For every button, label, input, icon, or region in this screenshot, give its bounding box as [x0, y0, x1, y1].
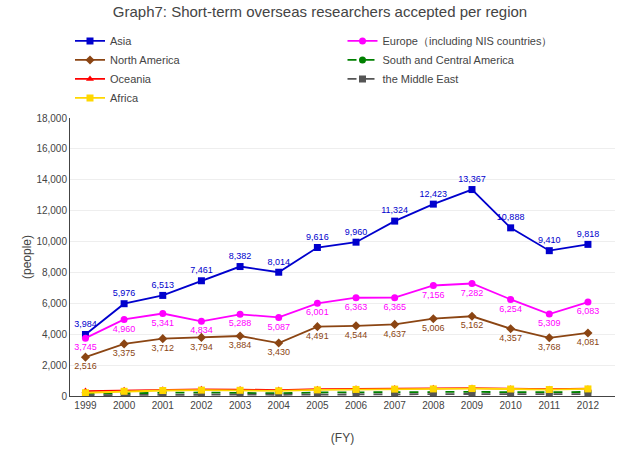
- svg-text:9,960: 9,960: [345, 227, 368, 237]
- svg-text:2006: 2006: [345, 400, 368, 411]
- svg-text:5,006: 5,006: [422, 323, 445, 333]
- svg-text:11,324: 11,324: [381, 205, 408, 215]
- svg-text:10,888: 10,888: [497, 212, 525, 222]
- svg-text:6,000: 6,000: [42, 298, 67, 309]
- svg-text:3,745: 3,745: [74, 342, 97, 352]
- svg-text:13,367: 13,367: [458, 174, 486, 184]
- svg-text:5,288: 5,288: [229, 318, 252, 328]
- svg-text:3,430: 3,430: [267, 347, 290, 357]
- svg-text:4,637: 4,637: [383, 329, 406, 339]
- svg-text:2,516: 2,516: [74, 361, 97, 371]
- svg-text:4,357: 4,357: [499, 333, 522, 343]
- svg-text:3,984: 3,984: [74, 319, 97, 329]
- svg-text:6,513: 6,513: [152, 280, 175, 290]
- svg-text:5,162: 5,162: [461, 320, 484, 330]
- svg-text:4,960: 4,960: [113, 324, 136, 334]
- svg-text:12,423: 12,423: [420, 189, 448, 199]
- svg-text:4,000: 4,000: [42, 329, 67, 340]
- svg-text:7,156: 7,156: [422, 290, 445, 300]
- svg-text:6,083: 6,083: [577, 306, 600, 316]
- svg-text:2001: 2001: [152, 400, 175, 411]
- svg-text:0: 0: [61, 391, 67, 402]
- svg-text:4,834: 4,834: [190, 325, 213, 335]
- svg-text:2,000: 2,000: [42, 360, 67, 371]
- svg-text:1999: 1999: [74, 400, 97, 411]
- svg-text:2005: 2005: [306, 400, 329, 411]
- svg-text:2007: 2007: [384, 400, 407, 411]
- svg-text:2000: 2000: [113, 400, 136, 411]
- svg-text:(people): (people): [20, 235, 34, 279]
- svg-text:2008: 2008: [422, 400, 445, 411]
- svg-text:North America: North America: [110, 54, 181, 66]
- svg-text:3,884: 3,884: [229, 340, 252, 350]
- svg-text:6,365: 6,365: [383, 302, 406, 312]
- svg-text:Europe（including NIS countries: Europe（including NIS countries）: [383, 35, 553, 47]
- svg-text:8,014: 8,014: [267, 257, 290, 267]
- svg-text:2003: 2003: [229, 400, 252, 411]
- svg-text:3,375: 3,375: [113, 348, 136, 358]
- svg-text:5,087: 5,087: [267, 322, 290, 332]
- svg-text:6,254: 6,254: [499, 304, 522, 314]
- svg-text:9,616: 9,616: [306, 232, 329, 242]
- svg-text:South and Central America: South and Central America: [383, 54, 515, 66]
- svg-text:6,001: 6,001: [306, 307, 329, 317]
- svg-text:7,282: 7,282: [461, 288, 484, 298]
- svg-text:Graph7: Short-term overseas re: Graph7: Short-term overseas researchers …: [113, 3, 527, 20]
- svg-text:3,794: 3,794: [190, 342, 213, 352]
- svg-text:9,818: 9,818: [577, 229, 600, 239]
- svg-text:8,000: 8,000: [42, 267, 67, 278]
- svg-text:16,000: 16,000: [36, 143, 67, 154]
- svg-text:14,000: 14,000: [36, 174, 67, 185]
- svg-text:2002: 2002: [190, 400, 213, 411]
- svg-text:8,382: 8,382: [229, 251, 252, 261]
- svg-text:5,341: 5,341: [152, 318, 175, 328]
- svg-text:6,363: 6,363: [345, 302, 368, 312]
- svg-text:Asia: Asia: [110, 35, 132, 47]
- svg-text:2011: 2011: [539, 400, 561, 411]
- svg-text:the Middle East: the Middle East: [383, 73, 459, 85]
- svg-text:3,768: 3,768: [538, 342, 561, 352]
- svg-text:2010: 2010: [500, 400, 523, 411]
- svg-text:12,000: 12,000: [36, 205, 67, 216]
- svg-text:Oceania: Oceania: [110, 73, 152, 85]
- svg-text:4,491: 4,491: [306, 331, 329, 341]
- svg-text:3,712: 3,712: [152, 343, 175, 353]
- svg-text:4,081: 4,081: [577, 337, 600, 347]
- svg-text:5,976: 5,976: [113, 288, 136, 298]
- svg-text:(FY): (FY): [331, 431, 354, 445]
- svg-text:9,410: 9,410: [538, 235, 561, 245]
- svg-text:10,000: 10,000: [36, 236, 67, 247]
- svg-text:2012: 2012: [577, 400, 600, 411]
- svg-text:5,309: 5,309: [538, 318, 561, 328]
- svg-text:2009: 2009: [461, 400, 484, 411]
- svg-text:Africa: Africa: [110, 92, 139, 104]
- svg-text:18,000: 18,000: [36, 113, 67, 124]
- svg-text:7,461: 7,461: [190, 265, 213, 275]
- svg-text:2004: 2004: [268, 400, 291, 411]
- svg-text:4,544: 4,544: [345, 330, 368, 340]
